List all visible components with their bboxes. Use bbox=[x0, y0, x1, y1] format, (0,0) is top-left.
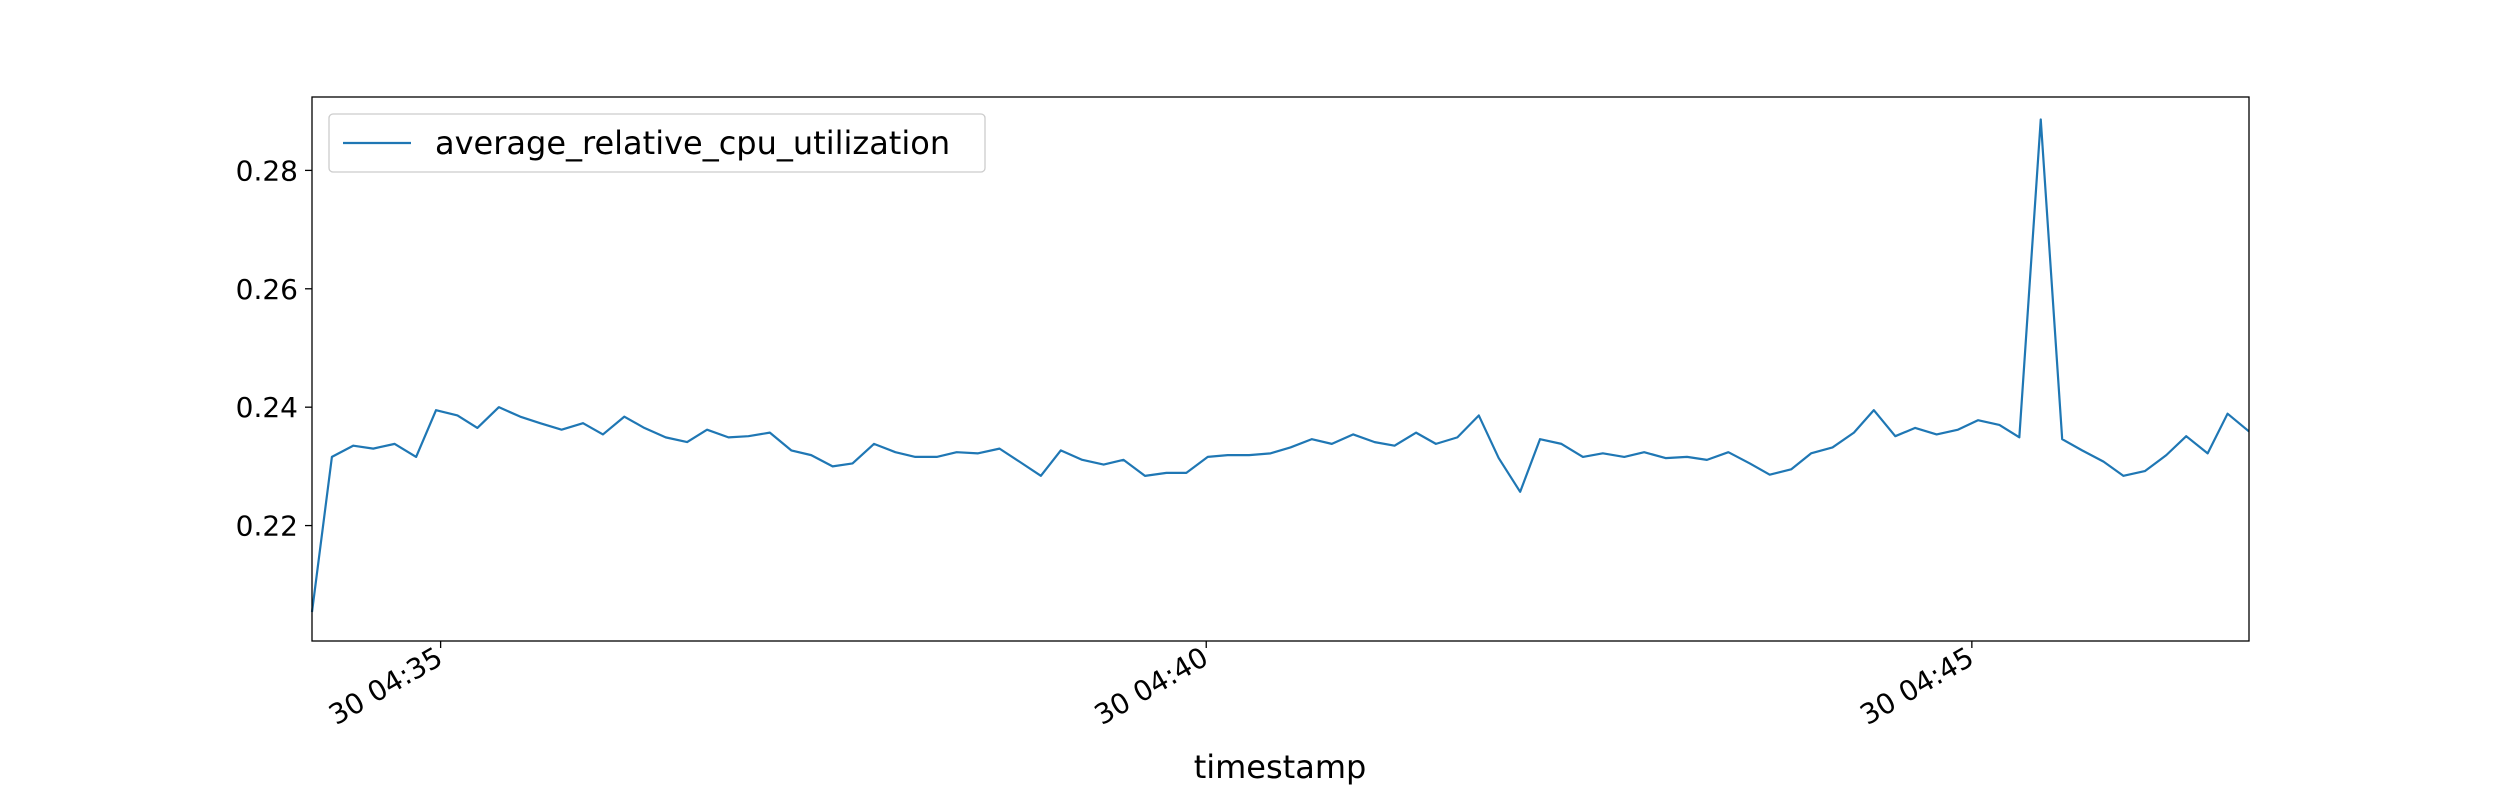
x-axis-label: timestamp bbox=[1194, 748, 1367, 786]
x-tick-label: 30 04:35 bbox=[323, 640, 448, 731]
x-tick-label: 30 04:40 bbox=[1089, 640, 1214, 731]
x-tick-label: 30 04:45 bbox=[1854, 640, 1979, 731]
y-tick-label: 0.26 bbox=[236, 273, 298, 306]
y-tick-label: 0.28 bbox=[236, 154, 298, 187]
legend-label: average_relative_cpu_utilization bbox=[435, 124, 950, 162]
y-tick-label: 0.24 bbox=[236, 391, 298, 424]
plot-frame bbox=[311, 96, 2250, 642]
y-tick-label: 0.22 bbox=[236, 510, 298, 543]
data-line bbox=[310, 118, 2250, 613]
legend-box bbox=[328, 113, 986, 173]
